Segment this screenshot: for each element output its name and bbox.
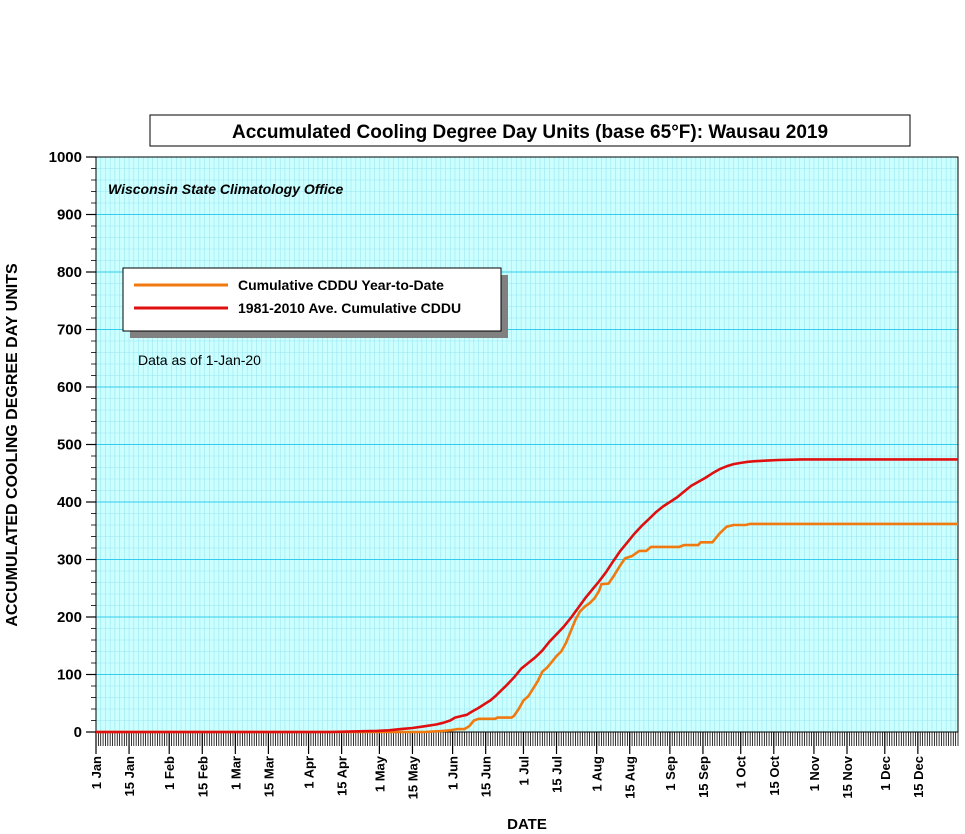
x-tick-label: 1 Aug	[590, 756, 605, 792]
x-tick-label: 1 Feb	[162, 756, 177, 790]
x-tick-label: 1 Apr	[302, 756, 317, 789]
y-tick-label: 100	[57, 667, 82, 684]
y-tick-label: 0	[74, 724, 82, 741]
y-axis-ticks	[86, 156, 96, 733]
y-tick-label: 700	[57, 322, 82, 339]
y-tick-label: 800	[57, 264, 82, 281]
x-tick-label: 1 Sep	[663, 756, 678, 791]
x-tick-label: 15 May	[405, 755, 420, 799]
series-line-ytd	[96, 522, 958, 734]
x-tick-label: 15 Jul	[550, 756, 565, 793]
x-tick-label: 15 Feb	[195, 756, 210, 797]
x-tick-label: 15 Apr	[335, 756, 350, 796]
legend: Cumulative CDDU Year-to-Date 1981-2010 A…	[122, 267, 508, 338]
data-date-annotation: Data as of 1-Jan-20	[138, 352, 261, 368]
y-axis-tick-labels: 0 100 200 300 400 500 600 700 800 900 1000	[49, 149, 82, 741]
chart-title: Accumulated Cooling Degree Day Units (ba…	[232, 122, 828, 143]
y-tick-label: 400	[57, 494, 82, 511]
x-axis-label: DATE	[507, 816, 547, 833]
x-tick-label: 1 Mar	[228, 756, 243, 790]
x-tick-label: 1 May	[372, 755, 387, 792]
x-tick-label: 15 Sep	[696, 756, 711, 798]
y-tick-label: 200	[57, 609, 82, 626]
x-tick-label: 1 Oct	[734, 755, 749, 788]
y-tick-label: 500	[57, 437, 82, 454]
x-tick-label: 15 Nov	[840, 755, 855, 798]
x-tick-label: 15 Jan	[122, 756, 137, 797]
x-tick-label: 1 Jul	[516, 756, 531, 786]
x-tick-label: 15 Aug	[623, 756, 638, 799]
chart-title-box: Accumulated Cooling Degree Day Units (ba…	[149, 114, 911, 147]
x-tick-label: 15 Jun	[479, 756, 494, 797]
y-tick-label: 300	[57, 552, 82, 569]
legend-label-average: 1981-2010 Ave. Cumulative CDDU	[238, 300, 461, 316]
series-layer	[96, 458, 958, 734]
y-tick-label: 1000	[49, 149, 82, 166]
y-axis-label: ACCUMULATED COOLING DEGREE DAY UNITS	[4, 263, 21, 627]
x-axis-ticks	[95, 732, 959, 754]
chart-subtitle: Wisconsin State Climatology Office	[108, 181, 344, 197]
x-tick-label: 15 Dec	[911, 756, 926, 798]
y-tick-label: 900	[57, 207, 82, 224]
x-tick-label: 1 Jan	[89, 756, 104, 789]
x-axis-tick-labels: 1 Jan 15 Jan 1 Feb 15 Feb 1 Mar 15 Mar 1 Apr 15…	[89, 755, 926, 799]
y-tick-label: 600	[57, 379, 82, 396]
series-line-average	[96, 458, 958, 734]
x-tick-label: 1 Dec	[878, 756, 893, 791]
legend-label-ytd: Cumulative CDDU Year-to-Date	[238, 277, 444, 293]
x-tick-label: 15 Mar	[261, 756, 276, 797]
x-tick-label: 1 Nov	[807, 755, 822, 791]
x-tick-label: 15 Oct	[767, 755, 782, 795]
x-tick-label: 1 Jun	[446, 756, 461, 790]
